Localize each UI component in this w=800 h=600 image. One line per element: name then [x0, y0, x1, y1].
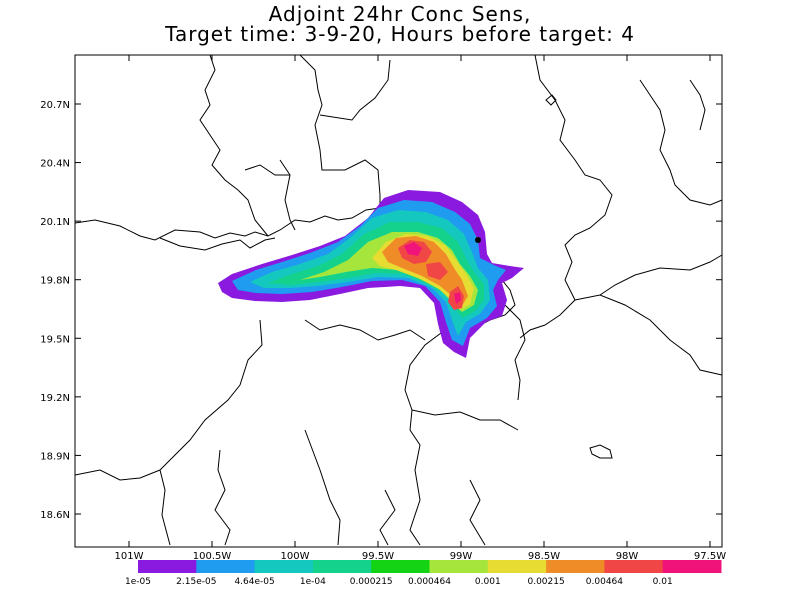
legend-swatch	[604, 560, 664, 573]
sensitivity-plume	[218, 190, 524, 358]
lat-tick-label: 20.4N	[40, 159, 70, 170]
lat-tick-label: 20.1N	[40, 217, 70, 228]
legend-swatch	[138, 560, 197, 573]
lat-tick-label: 19.2N	[40, 393, 70, 404]
legend-swatch	[196, 560, 256, 573]
lon-tick-label: 97.5W	[694, 551, 726, 562]
legend-label: 0.000464	[408, 577, 451, 587]
legend-label: 1e-05	[125, 577, 151, 587]
lon-tick-label: 99W	[450, 551, 473, 562]
plume-contour-8	[404, 242, 461, 304]
lon-tick-label: 100.5W	[193, 551, 232, 562]
legend-swatch	[662, 560, 722, 573]
legend-label: 0.001	[475, 577, 501, 587]
lat-tick-label: 18.6N	[40, 510, 70, 521]
legend-label: 4.64e-05	[234, 577, 274, 587]
lat-tick-label: 18.9N	[40, 451, 70, 462]
legend-swatch	[254, 560, 314, 573]
legend-label: 0.00215	[527, 577, 564, 587]
state-borders	[74, 54, 723, 546]
map-title-line-1: Adjoint 24hr Conc Sens,	[268, 2, 532, 26]
plume-contour-7	[398, 240, 464, 310]
map-frame	[74, 54, 723, 548]
latitude-axis: 20.7N 20.4N 20.1N 19.8N 19.5N 19.2N 18.9N 18.6N	[40, 100, 722, 521]
legend-label: 2.15e-05	[176, 577, 216, 587]
lat-tick-label: 20.7N	[40, 100, 70, 111]
legend-label: 0.00464	[586, 577, 623, 587]
lat-tick-label: 19.8N	[40, 276, 70, 287]
lat-tick-label: 19.5N	[40, 334, 70, 345]
legend-swatch	[546, 560, 605, 573]
legend-label: 1e-04	[300, 577, 326, 587]
lon-tick-label: 98.5W	[528, 551, 560, 562]
legend-label: 0.01	[653, 577, 673, 587]
color-legend: 1e-05 2.15e-05 4.64e-05 1e-04 0.000215 0.0004…	[125, 560, 722, 587]
lon-tick-label: 98W	[616, 551, 639, 562]
lon-tick-label: 101W	[115, 551, 144, 562]
lon-tick-label: 99.5W	[362, 551, 394, 562]
legend-label: 0.000215	[350, 577, 393, 587]
legend-swatch	[312, 560, 372, 573]
longitude-axis: 101W 100.5W 100W 99.5W 99W 98.5W 98W 97.5W	[115, 55, 726, 562]
legend-swatch	[371, 560, 430, 573]
legend-swatch	[487, 560, 547, 573]
legend-swatch	[429, 560, 489, 573]
location-marker	[475, 237, 481, 243]
lon-tick-label: 100W	[281, 551, 310, 562]
map-title-line-2: Target time: 3-9-20, Hours before target…	[165, 22, 635, 46]
